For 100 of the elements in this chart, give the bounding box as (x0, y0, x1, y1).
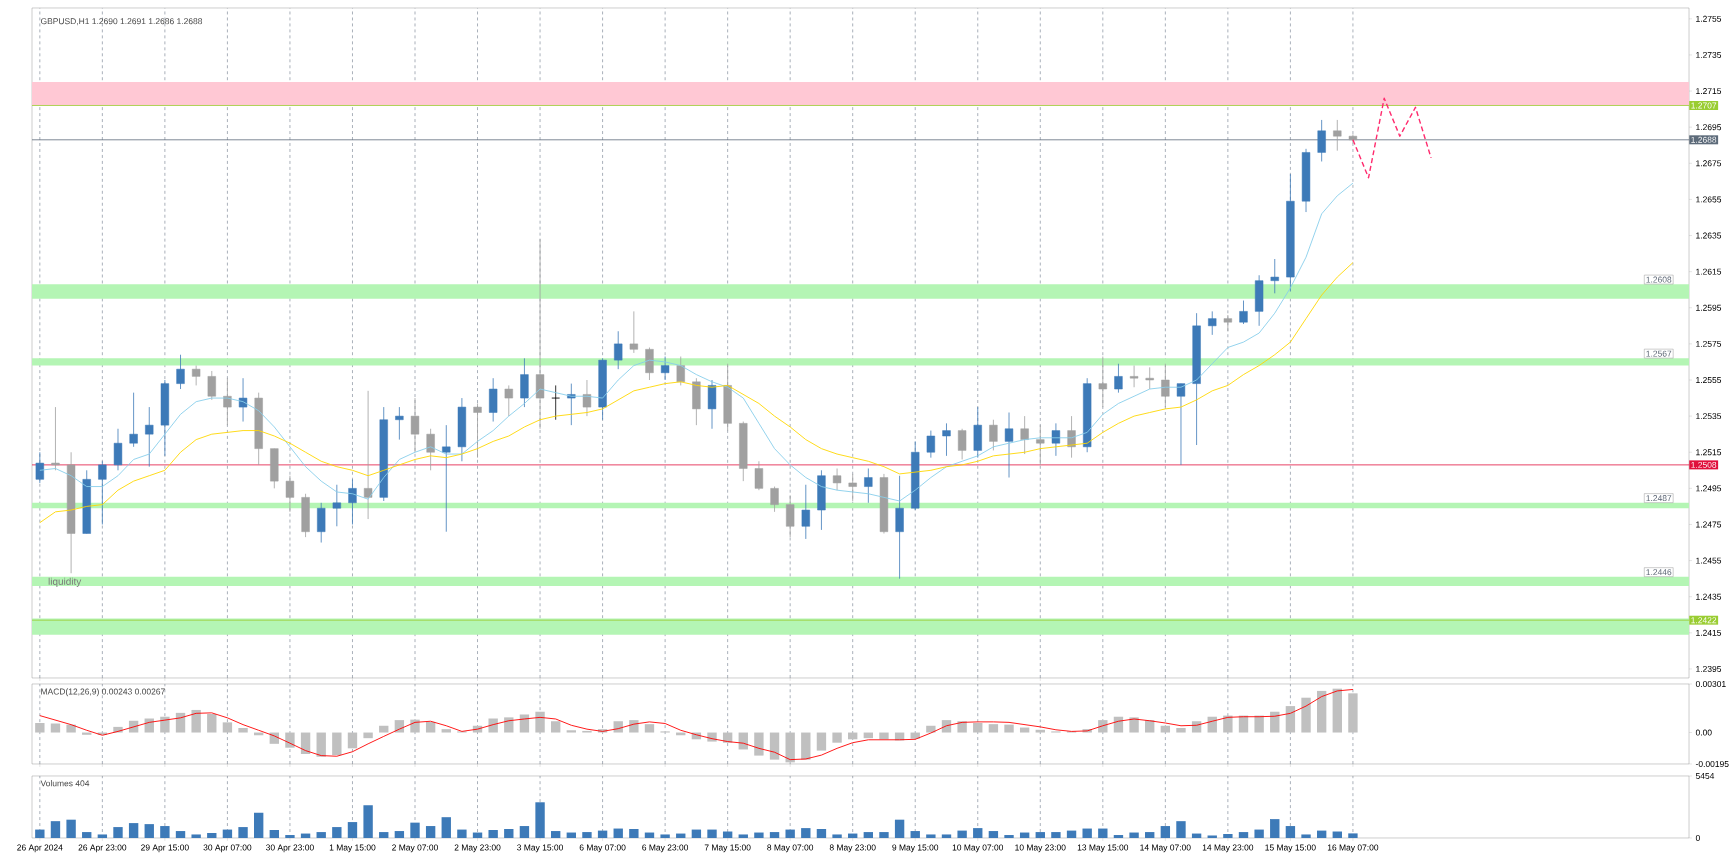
candlestick (426, 428, 435, 471)
bar (504, 717, 514, 733)
bar (347, 822, 358, 838)
y-tick-label: 1.2695 (1696, 124, 1722, 131)
bar (253, 812, 264, 838)
bar (175, 831, 186, 838)
bar (35, 829, 45, 838)
bar (207, 713, 217, 733)
chart-title: Volumes 404 (40, 780, 90, 787)
candlestick (1270, 258, 1279, 294)
candlestick (98, 460, 107, 525)
candlestick (957, 428, 967, 460)
candlestick (786, 495, 795, 538)
bar (66, 819, 76, 838)
bar (425, 826, 436, 838)
y-tick-label: 1.2435 (1696, 593, 1722, 600)
candlestick (113, 428, 123, 471)
candlestick (582, 379, 592, 417)
candlestick (676, 356, 685, 386)
bar (566, 730, 577, 733)
x-tick-label: 7 May 15:00 (704, 844, 751, 853)
candlestick (1036, 424, 1045, 466)
bar (128, 823, 139, 838)
x-tick-label: 2 May 23:00 (454, 844, 501, 853)
bar (1332, 688, 1342, 733)
candlestick (848, 473, 857, 502)
bar (738, 834, 748, 838)
candlestick (551, 385, 560, 421)
bar (1129, 717, 1139, 733)
candlestick (926, 430, 936, 459)
bar (629, 829, 639, 838)
x-tick-label: 6 May 07:00 (579, 844, 626, 853)
bar (1316, 690, 1327, 733)
candlestick (520, 357, 529, 408)
candlestick (51, 406, 60, 471)
candlestick (35, 451, 44, 484)
bar (457, 829, 467, 838)
bar (973, 828, 983, 838)
y-tick-label: 0 (1695, 834, 1700, 841)
bar (1270, 819, 1280, 838)
candlestick (707, 379, 717, 430)
bar (144, 718, 154, 733)
bar (332, 732, 342, 756)
bar (769, 732, 780, 760)
bar (238, 827, 248, 838)
x-tick-label: 13 May 15:00 (1077, 844, 1129, 853)
candlestick (285, 475, 295, 513)
bar (644, 724, 655, 733)
bar (488, 830, 498, 838)
candlestick (504, 385, 513, 417)
bar (394, 831, 405, 838)
line-series (1352, 97, 1432, 179)
annotation: liquidity (48, 577, 82, 587)
bar (35, 723, 45, 733)
candlestick (191, 365, 201, 386)
bar (879, 732, 889, 740)
candlestick (1145, 366, 1154, 390)
band-label: 1.2487 (1646, 495, 1672, 502)
bar (691, 829, 702, 838)
candlestick (176, 354, 185, 390)
y-tick-label: 1.2515 (1696, 449, 1722, 456)
ref-line-label: 1.2707 (1691, 102, 1717, 109)
bar (785, 829, 795, 838)
y-tick-label: 1.2755 (1696, 15, 1722, 22)
bar (113, 827, 123, 838)
bar (191, 709, 201, 733)
bar (269, 830, 279, 838)
bar (175, 712, 186, 733)
x-tick-label: 29 Apr 15:00 (141, 844, 189, 853)
bar (1223, 715, 1233, 733)
bar (785, 732, 795, 763)
bar (879, 832, 889, 838)
x-tick-label: 10 May 23:00 (1015, 844, 1066, 853)
bar (957, 830, 967, 838)
candlestick (1161, 363, 1170, 408)
bar (1238, 832, 1249, 838)
bar (316, 732, 326, 757)
candlestick (129, 392, 138, 448)
bar (1113, 835, 1124, 838)
bar (832, 834, 842, 838)
y-tick-label: 1.2615 (1696, 268, 1722, 275)
candlestick (363, 390, 373, 520)
x-tick-label: 2 May 07:00 (392, 844, 438, 853)
bar (504, 829, 514, 838)
x-tick-label: 14 May 23:00 (1202, 844, 1254, 853)
bar (863, 832, 874, 838)
bar (1301, 834, 1311, 838)
bar (1348, 833, 1358, 838)
x-tick-label: 6 May 23:00 (642, 844, 689, 853)
ref-line-label: 1.2688 (1691, 136, 1717, 143)
bar (551, 721, 561, 733)
candlestick (1020, 415, 1029, 455)
bar (1176, 728, 1186, 733)
bar (816, 829, 827, 838)
candlestick (1223, 314, 1233, 332)
candlestick (473, 403, 482, 459)
bar (1191, 721, 1202, 733)
bar (973, 723, 983, 733)
bar (66, 724, 76, 733)
y-tick-label: 1.2675 (1696, 160, 1722, 167)
